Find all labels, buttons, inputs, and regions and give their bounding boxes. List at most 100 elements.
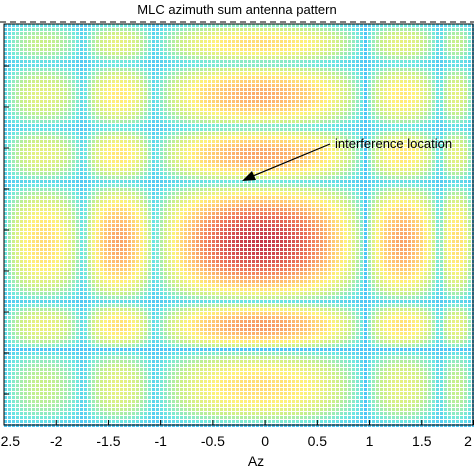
- heatmap-cell: [260, 168, 263, 171]
- heatmap-cell: [64, 140, 67, 143]
- heatmap-cell: [84, 32, 87, 35]
- heatmap-cell: [224, 96, 227, 99]
- heatmap-cell: [460, 148, 463, 151]
- heatmap-cell: [280, 52, 283, 55]
- heatmap-cell: [456, 112, 459, 115]
- heatmap-cell: [460, 132, 463, 135]
- heatmap-cell: [368, 80, 371, 83]
- heatmap-cell: [408, 116, 411, 119]
- heatmap-cell: [432, 152, 435, 155]
- heatmap-cell: [312, 180, 315, 183]
- heatmap-cell: [356, 120, 359, 123]
- heatmap-cell: [440, 124, 443, 127]
- heatmap-cell: [460, 32, 463, 35]
- heatmap-cell: [408, 184, 411, 187]
- heatmap-cell: [40, 180, 43, 183]
- heatmap-cell: [12, 152, 15, 155]
- heatmap-cell: [232, 80, 235, 83]
- heatmap-cell: [304, 164, 307, 167]
- heatmap-cell: [160, 76, 163, 79]
- heatmap-cell: [140, 88, 143, 91]
- heatmap-cell: [192, 104, 195, 107]
- heatmap-cell: [76, 80, 79, 83]
- heatmap-cell: [168, 152, 171, 155]
- heatmap-cell: [24, 120, 27, 123]
- heatmap-cell: [128, 72, 131, 75]
- heatmap-cell: [68, 56, 71, 59]
- heatmap-cell: [452, 160, 455, 163]
- heatmap-cell: [72, 140, 75, 143]
- heatmap-cell: [336, 24, 339, 27]
- heatmap-cell: [8, 120, 11, 123]
- heatmap-cell: [8, 156, 11, 159]
- heatmap-cell: [128, 64, 131, 67]
- heatmap-cell: [240, 132, 243, 135]
- heatmap-cell: [112, 32, 115, 35]
- heatmap-cell: [176, 24, 179, 27]
- heatmap-cell: [60, 52, 63, 55]
- heatmap-cell: [404, 152, 407, 155]
- heatmap-cell: [356, 36, 359, 39]
- heatmap-cell: [436, 84, 439, 87]
- heatmap-cell: [396, 140, 399, 143]
- heatmap-cell: [268, 128, 271, 131]
- heatmap-cell: [260, 108, 263, 111]
- heatmap-cell: [152, 188, 155, 191]
- heatmap-cell: [32, 32, 35, 35]
- heatmap-cell: [120, 100, 123, 103]
- heatmap-cell: [172, 136, 175, 139]
- heatmap-cell: [148, 188, 151, 191]
- heatmap-cell: [232, 104, 235, 107]
- heatmap-cell: [428, 132, 431, 135]
- heatmap-cell: [152, 144, 155, 147]
- heatmap-cell: [172, 132, 175, 135]
- heatmap-cell: [48, 96, 51, 99]
- heatmap-cell: [288, 160, 291, 163]
- heatmap-cell: [12, 116, 15, 119]
- heatmap-cell: [216, 180, 219, 183]
- heatmap-cell: [76, 128, 79, 131]
- heatmap-cell: [356, 164, 359, 167]
- heatmap-cell: [348, 64, 351, 67]
- heatmap-cell: [180, 24, 183, 27]
- heatmap-cell: [36, 72, 39, 75]
- heatmap-cell: [420, 168, 423, 171]
- heatmap-cell: [268, 132, 271, 135]
- heatmap-cell: [260, 184, 263, 187]
- heatmap-cell: [304, 40, 307, 43]
- heatmap-cell: [112, 144, 115, 147]
- heatmap-cell: [216, 172, 219, 175]
- heatmap-cell: [124, 80, 127, 83]
- heatmap-cell: [372, 140, 375, 143]
- heatmap-cell: [412, 172, 415, 175]
- heatmap-cell: [452, 64, 455, 67]
- heatmap-cell: [396, 60, 399, 63]
- heatmap-cell: [100, 144, 103, 147]
- heatmap-cell: [4, 28, 7, 31]
- heatmap-cell: [168, 100, 171, 103]
- heatmap-cell: [184, 136, 187, 139]
- heatmap-cell: [220, 72, 223, 75]
- heatmap-cell: [436, 60, 439, 63]
- heatmap-cell: [220, 36, 223, 39]
- heatmap-cell: [408, 56, 411, 59]
- heatmap-cell: [256, 56, 259, 59]
- heatmap-cell: [392, 56, 395, 59]
- heatmap-cell: [104, 168, 107, 171]
- heatmap-cell: [180, 156, 183, 159]
- heatmap-cell: [304, 116, 307, 119]
- heatmap-cell: [284, 88, 287, 91]
- heatmap-cell: [440, 80, 443, 83]
- heatmap-cell: [124, 192, 127, 195]
- heatmap-cell: [256, 180, 259, 183]
- heatmap-cell: [208, 36, 211, 39]
- heatmap-cell: [332, 108, 335, 111]
- heatmap-cell: [44, 172, 47, 175]
- heatmap-cell: [44, 184, 47, 187]
- heatmap-cell: [360, 176, 363, 179]
- heatmap-cell: [168, 116, 171, 119]
- heatmap-cell: [244, 28, 247, 31]
- heatmap-cell: [172, 92, 175, 95]
- heatmap-cell: [416, 72, 419, 75]
- heatmap-cell: [84, 168, 87, 171]
